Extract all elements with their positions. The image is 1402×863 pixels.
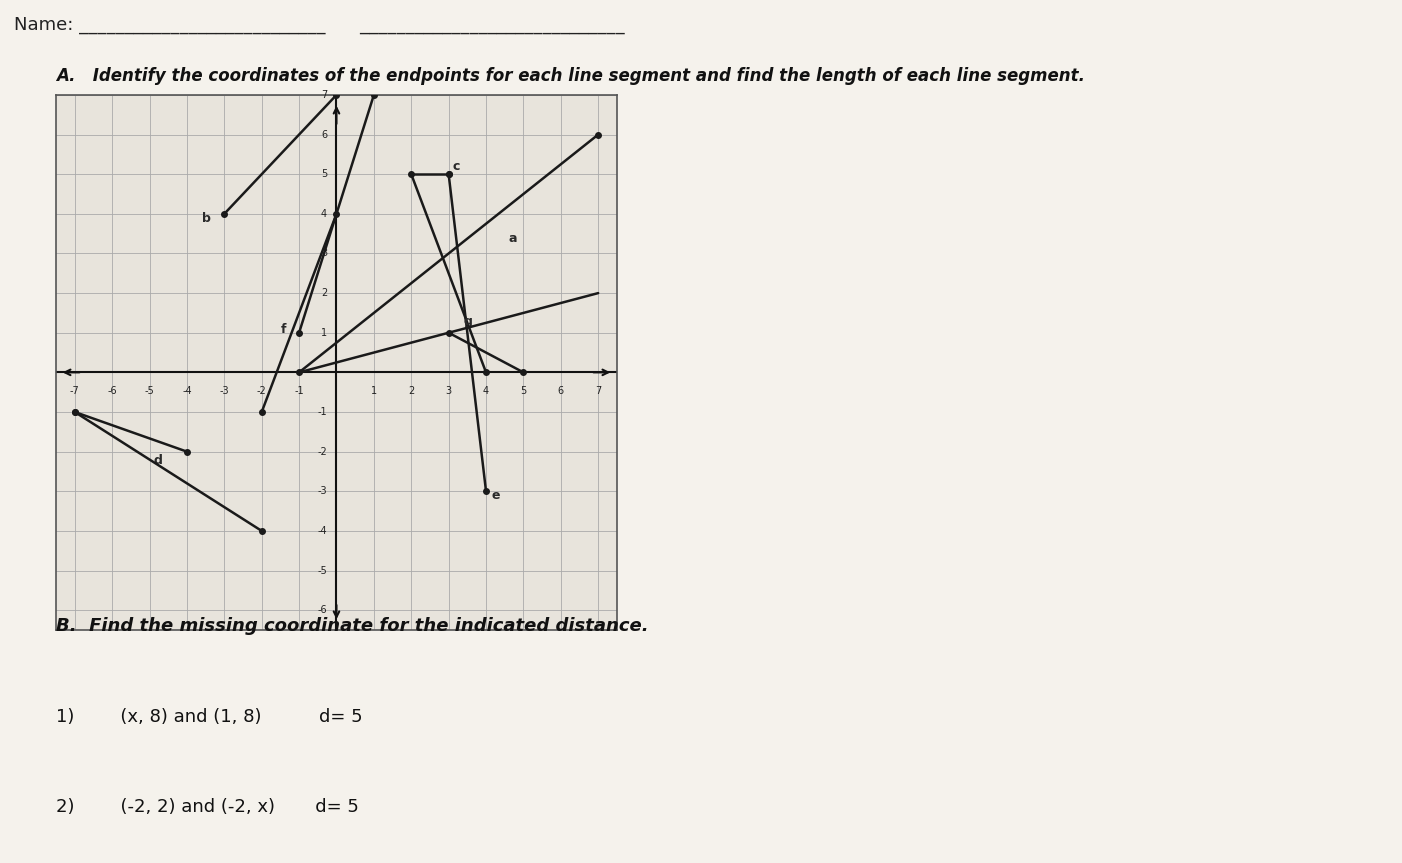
Text: A.   Identify the coordinates of the endpoints for each line segment and find th: A. Identify the coordinates of the endpo… xyxy=(56,67,1085,85)
Text: -4: -4 xyxy=(182,387,192,396)
Text: b: b xyxy=(202,211,210,224)
Text: 3: 3 xyxy=(446,387,451,396)
Text: g: g xyxy=(464,315,472,328)
Text: 3: 3 xyxy=(321,249,327,258)
Text: 2: 2 xyxy=(321,288,327,298)
Text: B.  Find the missing coordinate for the indicated distance.: B. Find the missing coordinate for the i… xyxy=(56,617,649,635)
Text: -1: -1 xyxy=(294,387,304,396)
Text: 2)        (-2, 2) and (-2, x)       d= 5: 2) (-2, 2) and (-2, x) d= 5 xyxy=(56,798,359,816)
Text: d: d xyxy=(153,454,163,467)
Text: -3: -3 xyxy=(220,387,229,396)
Text: -6: -6 xyxy=(108,387,116,396)
Text: -5: -5 xyxy=(317,565,327,576)
Text: 6: 6 xyxy=(321,129,327,140)
Text: -5: -5 xyxy=(144,387,154,396)
Text: 1: 1 xyxy=(321,328,327,337)
Text: 4: 4 xyxy=(482,387,489,396)
Text: 6: 6 xyxy=(558,387,564,396)
Text: 7: 7 xyxy=(321,90,327,100)
Text: -2: -2 xyxy=(257,387,266,396)
Text: Name: ___________________________      _____________________________: Name: ___________________________ ______… xyxy=(14,16,625,34)
Text: f: f xyxy=(280,323,286,336)
Text: a: a xyxy=(509,231,517,244)
Text: 1: 1 xyxy=(370,387,377,396)
Text: -2: -2 xyxy=(317,447,327,457)
Text: 2: 2 xyxy=(408,387,415,396)
Text: 7: 7 xyxy=(594,387,601,396)
Text: 4: 4 xyxy=(321,209,327,219)
Text: 5: 5 xyxy=(321,169,327,180)
Text: -4: -4 xyxy=(317,526,327,536)
Text: -6: -6 xyxy=(317,605,327,615)
Text: -1: -1 xyxy=(317,407,327,417)
Text: -7: -7 xyxy=(70,387,80,396)
Text: 5: 5 xyxy=(520,387,527,396)
Text: c: c xyxy=(453,161,460,173)
Text: e: e xyxy=(492,489,501,502)
Text: -3: -3 xyxy=(317,486,327,496)
Text: 1)        (x, 8) and (1, 8)          d= 5: 1) (x, 8) and (1, 8) d= 5 xyxy=(56,708,363,726)
